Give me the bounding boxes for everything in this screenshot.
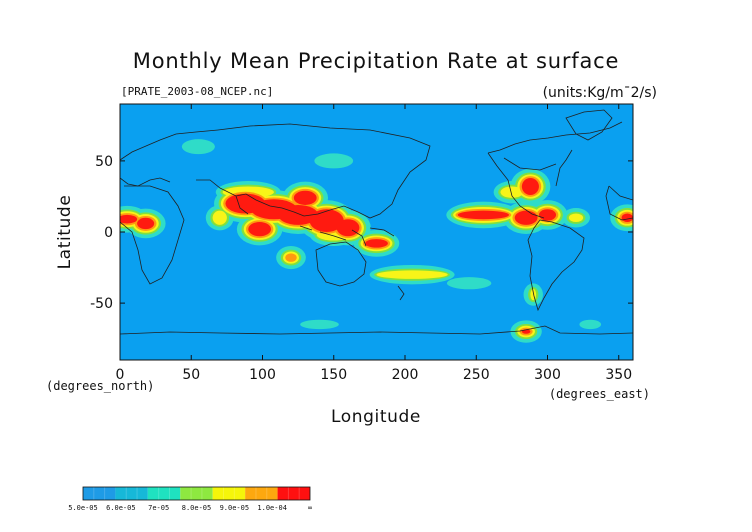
y-tick-label-0: 0 (104, 225, 113, 241)
y-tick-label--50: -50 (90, 296, 113, 312)
plot-area (119, 103, 634, 361)
colorbar-frame (82, 486, 311, 501)
precip-region-8-level-6 (120, 214, 138, 224)
coast-greenland (565, 109, 613, 141)
colorbar-swatch-4 (212, 487, 246, 500)
coast-australia (315, 241, 405, 301)
colorbar-level-label-5: 1.0e-04 (257, 504, 287, 512)
x-tick-label-300: 300 (534, 367, 561, 383)
precip-region-24-level-2 (184, 140, 213, 153)
precip-region-12-level-6 (521, 177, 539, 196)
x-tick-label-0: 0 (116, 367, 125, 383)
x-tick-label-250: 250 (463, 367, 490, 383)
coast-europe (120, 129, 219, 187)
y-unit-label: (degrees_north) (46, 379, 154, 393)
precip-region-28-level-2 (581, 321, 599, 328)
x-unit-label: (degrees_east) (549, 387, 650, 401)
coast-antarctica (120, 325, 633, 335)
colorbar-level-label-2: 7e-05 (148, 504, 169, 512)
precipitation-field (120, 139, 633, 343)
x-tick-label-200: 200 (392, 367, 419, 383)
x-axis-label: Longitude (331, 407, 421, 427)
y-axis-ticks: -50 0 50 (90, 154, 633, 312)
x-axis-ticks: 0 50 100 150 200 250 300 350 (116, 104, 632, 383)
colorbar-swatch-1 (115, 487, 148, 500)
colorbar-swatch-0 (83, 487, 116, 500)
file-label: [PRATE_2003-08_NCEP.nc] (121, 85, 273, 98)
x-tick-label-350: 350 (605, 367, 632, 383)
coast-asia (196, 123, 431, 219)
precip-region-5-level-6 (248, 222, 272, 237)
colorbar-level-label-0: 5.0e-05 (68, 504, 98, 512)
chart-title: Monthly Mean Precipitation Rate at surfa… (133, 49, 619, 73)
precip-region-3-level-6 (309, 209, 344, 232)
y-tick-label-50: 50 (95, 154, 113, 170)
precip-region-18-level-4 (212, 210, 227, 225)
precip-region-11-level-6 (514, 210, 538, 225)
x-tick-label-100: 100 (249, 367, 276, 383)
precip-region-14-level-6 (621, 213, 633, 223)
precip-region-27-level-2 (302, 321, 337, 328)
colorbar-swatch-6 (277, 487, 310, 500)
x-tick-label-50: 50 (182, 367, 200, 383)
colorbar: 5.0e-05 6.0e-05 7e-05 8.0e-05 9.0e-05 1.0e-04… (68, 486, 312, 512)
colorbar-swatch-5 (245, 487, 278, 500)
precip-region-20-level-4 (376, 270, 448, 279)
colorbar-swatch-2 (147, 487, 181, 500)
colorbar-level-label-1: 6.0e-05 (106, 504, 136, 512)
coast-north-america (487, 121, 623, 219)
colorbar-level-label-3: 8.0e-05 (182, 504, 212, 512)
precip-region-21-level-4 (500, 186, 524, 198)
precip-region-6-level-6 (293, 190, 317, 205)
precip-region-25-level-2 (316, 155, 351, 167)
precip-region-10-level-6 (457, 210, 510, 220)
colorbar-swatch-3 (180, 487, 213, 500)
precip-region-13-level-6 (538, 209, 557, 221)
y-axis-label: Latitude (55, 195, 75, 270)
x-tick-label-150: 150 (320, 367, 347, 383)
coast-indonesia (299, 225, 395, 247)
coastlines (120, 109, 633, 335)
precip-region-16-level-5 (285, 253, 297, 262)
precip-region-7-level-6 (365, 239, 388, 248)
precip-region-26-level-2 (449, 278, 490, 288)
precip-region-9-level-6 (137, 217, 155, 230)
colorbar-level-label-6: ∞ (308, 504, 312, 512)
coast-south-america (527, 219, 585, 312)
precip-region-22-level-4 (568, 213, 584, 223)
precip-region-4-level-6 (336, 219, 360, 237)
coast-africa (120, 185, 633, 285)
colorbar-level-label-4: 9.0e-05 (220, 504, 250, 512)
units-label: (units:Kg/m¯2/s) (543, 85, 657, 101)
